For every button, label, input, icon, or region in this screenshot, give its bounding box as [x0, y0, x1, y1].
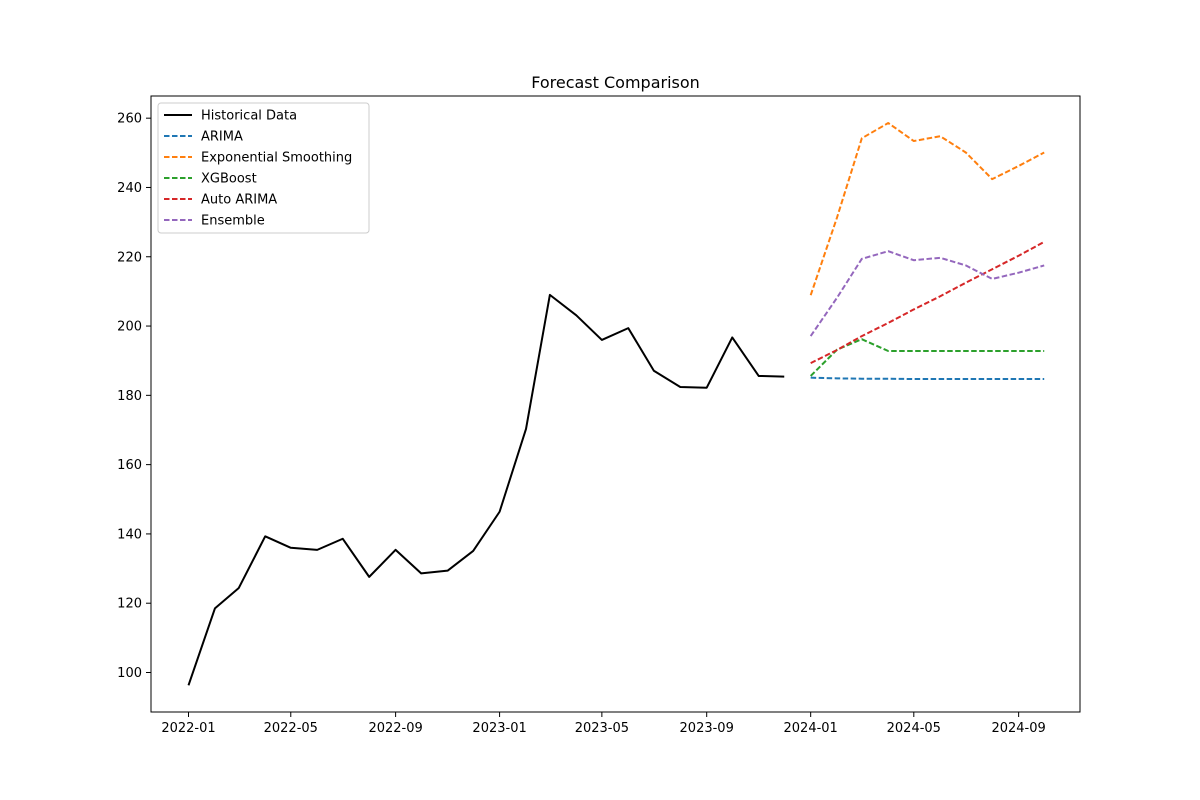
x-tick-label: 2023-09: [680, 721, 734, 736]
x-tick-label: 2022-01: [161, 721, 215, 736]
plot-area: [187, 122, 1045, 686]
x-tick-label: 2023-01: [472, 721, 526, 736]
y-tick-label: 180: [117, 389, 142, 404]
legend-label-arima: ARIMA: [201, 130, 243, 145]
y-tick-label: 260: [117, 112, 142, 127]
x-tick-label: 2024-01: [784, 721, 838, 736]
axes-frame: [150, 95, 1081, 713]
series-line-ensemble: [809, 250, 1045, 337]
series-line-arima: [810, 376, 1045, 381]
legend-label-auto-arima: Auto ARIMA: [201, 193, 277, 208]
legend-label-xgboost: XGBoost: [201, 172, 257, 187]
y-tick-label: 240: [117, 181, 142, 196]
series-line-auto-arima: [810, 240, 1045, 365]
chart-title: Forecast Comparison: [531, 73, 700, 92]
x-tick-label: 2022-05: [264, 721, 318, 736]
x-tick-label: 2022-09: [368, 721, 422, 736]
legend-label-exponential-smoothing: Exponential Smoothing: [201, 151, 352, 166]
x-tick-label: 2023-05: [575, 721, 629, 736]
series-line-xgboost: [809, 338, 1045, 377]
series-line-exponential-smoothing: [809, 122, 1045, 296]
y-tick-label: 220: [117, 250, 142, 265]
y-tick-label: 200: [117, 320, 142, 335]
legend-box: [157, 102, 370, 234]
y-tick-label: 160: [117, 458, 142, 473]
legend: Historical Data ARIMA Exponential Smoothin…: [157, 102, 370, 234]
x-tick-label: 2024-05: [887, 721, 941, 736]
y-axis: 100 120 140 160 180 200 220 240 260: [117, 112, 151, 681]
x-axis: 2022-01 2022-05 2022-09 2023-01 2023-05 2023-…: [161, 712, 1046, 736]
y-tick-label: 140: [117, 527, 142, 542]
y-tick-label: 120: [117, 597, 142, 612]
x-tick-label: 2024-09: [991, 721, 1045, 736]
legend-label-ensemble: Ensemble: [201, 214, 265, 229]
series-line-historical-data: [187, 293, 785, 686]
legend-label-historical-data: Historical Data: [201, 109, 297, 124]
y-tick-label: 100: [117, 666, 142, 681]
